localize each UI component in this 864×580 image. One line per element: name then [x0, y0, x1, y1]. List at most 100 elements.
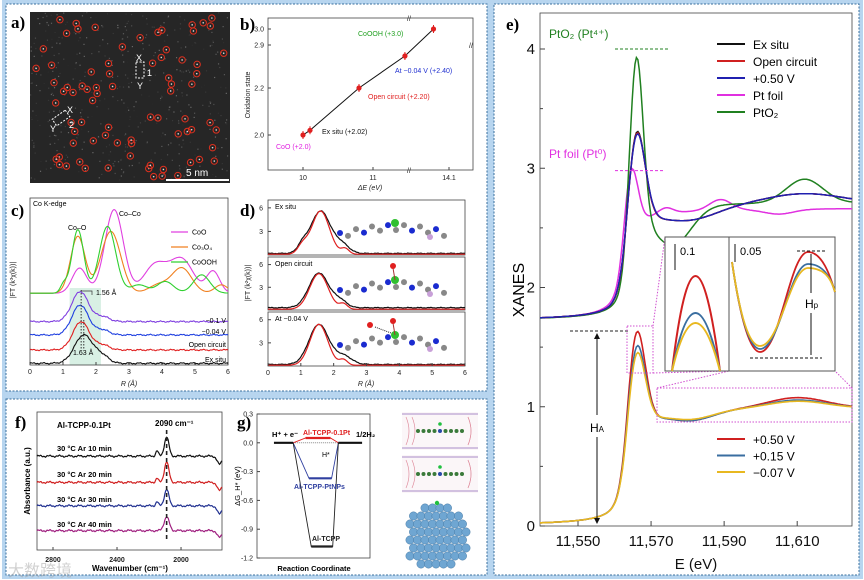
noise-speck	[56, 42, 58, 44]
noise-speck	[175, 95, 178, 97]
noise-speck	[122, 172, 124, 174]
noise-speck	[220, 114, 222, 117]
y-axis-label: |FT (k²χ(k))|	[245, 265, 252, 302]
pt-atom-sphere	[446, 559, 456, 569]
sample-curve	[29, 291, 229, 324]
noise-speck	[47, 63, 49, 65]
x-tick-label: 5	[430, 370, 434, 377]
noise-speck	[112, 76, 114, 79]
noise-speck	[32, 110, 34, 112]
atom-marker	[51, 99, 60, 107]
atom-sphere	[345, 344, 351, 351]
atom-sphere	[377, 227, 383, 234]
noise-speck	[205, 172, 207, 174]
legend-label: Co₃O₄	[192, 245, 212, 252]
noise-speck	[121, 38, 123, 40]
x-tick-label: 6	[226, 369, 230, 376]
annotation: Pt foil (Pt⁰)	[549, 147, 607, 161]
noise-speck	[135, 36, 138, 38]
noise-speck	[171, 159, 173, 161]
noise-speck	[62, 114, 63, 115]
noise-speck	[61, 167, 63, 169]
atom-sphere	[393, 339, 399, 345]
noise-speck	[181, 92, 183, 94]
noise-speck	[61, 37, 63, 39]
noise-speck	[53, 134, 56, 136]
inset-peak-curve	[671, 275, 721, 372]
noise-speck	[102, 26, 104, 28]
noise-speck	[81, 148, 83, 150]
noise-speck	[46, 39, 49, 41]
pt-atom-sphere	[450, 519, 460, 529]
atom-dot	[54, 102, 57, 104]
noise-speck	[160, 95, 163, 97]
noise-speck	[209, 147, 211, 149]
atom-dot	[107, 62, 110, 65]
noise-speck	[107, 43, 109, 45]
atom-marker	[87, 68, 95, 76]
noise-speck	[60, 131, 62, 133]
atom-dot	[170, 83, 173, 85]
atom-dot	[121, 46, 124, 48]
noise-speck	[166, 154, 169, 156]
noise-speck	[225, 92, 227, 94]
x-tick-label: 5	[193, 369, 197, 376]
noise-speck	[111, 127, 113, 129]
noise-speck	[53, 64, 55, 66]
noise-speck	[181, 80, 183, 82]
noise-speck	[145, 34, 148, 36]
noise-speck	[40, 74, 42, 76]
noise-speck	[226, 155, 229, 157]
noise-speck	[46, 23, 48, 25]
atom-marker	[52, 155, 60, 163]
atom-sphere	[460, 472, 464, 476]
noise-speck	[212, 41, 214, 43]
atom-dot	[177, 133, 180, 135]
noise-speck	[209, 101, 211, 103]
noise-speck	[39, 90, 41, 92]
noise-speck	[77, 134, 79, 136]
noise-speck	[120, 50, 123, 53]
atom-dot	[86, 88, 88, 91]
noise-speck	[106, 13, 109, 15]
noise-speck	[168, 109, 170, 111]
noise-speck	[116, 87, 119, 90]
noise-speck	[40, 160, 42, 163]
series-label: Al-TCPP	[312, 536, 340, 543]
noise-speck	[121, 158, 123, 160]
atom-sphere	[361, 286, 367, 293]
noise-speck	[142, 15, 144, 17]
atom-dot	[59, 18, 61, 21]
atom-dot	[169, 90, 172, 92]
pt-atom-sphere	[435, 519, 445, 529]
pt-atom-sphere	[446, 527, 456, 537]
noise-speck	[60, 125, 62, 127]
atom-dot	[107, 126, 110, 129]
noise-speck	[99, 160, 101, 162]
x-axis-label: R (Å)	[121, 379, 137, 388]
inset-peak-curve	[671, 322, 721, 372]
atom-sphere	[427, 346, 433, 352]
pt-atom-sphere	[443, 535, 452, 545]
subplot-label: At −0.04 V	[275, 316, 308, 323]
noise-speck	[50, 93, 52, 96]
atom-sphere	[401, 222, 407, 229]
noise-speck	[57, 39, 59, 41]
noise-speck	[131, 179, 132, 180]
atom-marker	[158, 26, 166, 34]
noise-speck	[154, 152, 156, 154]
noise-speck	[224, 90, 225, 91]
y-tick-label: 0.3	[243, 412, 253, 419]
pt-atom-sphere	[413, 535, 422, 545]
atom-dot	[165, 48, 168, 51]
noise-speck	[57, 62, 59, 64]
atom-marker	[104, 164, 112, 172]
noise-speck	[104, 55, 106, 57]
y-axis-label: XANES	[511, 263, 528, 317]
atom-sphere	[433, 283, 439, 290]
noise-speck	[81, 128, 83, 130]
noise-speck	[68, 81, 70, 83]
atom-marker	[47, 61, 56, 69]
noise-speck	[183, 19, 186, 21]
noise-speck	[130, 146, 132, 149]
